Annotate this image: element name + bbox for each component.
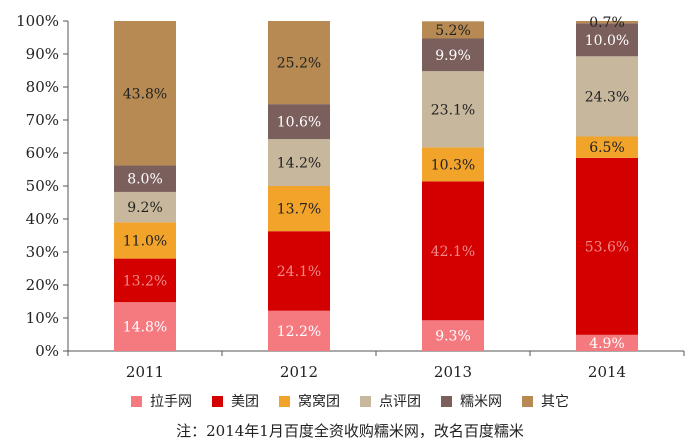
bar-segment (576, 23, 638, 57)
data-label: 0.7% (589, 15, 625, 31)
bar-segment (114, 258, 176, 303)
data-label: 14.2% (277, 156, 321, 172)
legend-swatch (131, 395, 142, 407)
legend-item: 窝窝团 (279, 391, 340, 411)
legend-item: 点评团 (360, 391, 421, 411)
bar-segment (268, 310, 330, 351)
bar-segment (114, 222, 176, 259)
bar-segment (114, 191, 176, 223)
legend-item: 美团 (212, 391, 259, 411)
legend-item: 拉手网 (131, 391, 192, 411)
y-tick-label: 20% (26, 276, 59, 294)
data-label: 8.0% (127, 172, 163, 188)
legend-label: 糯米网 (460, 394, 502, 410)
bar-segment (114, 165, 176, 192)
bar-segment (268, 139, 330, 186)
legend-label: 点评团 (379, 394, 421, 410)
data-label: 10.0% (585, 33, 629, 49)
legend-swatch (522, 395, 533, 407)
data-label: 9.3% (435, 329, 471, 345)
bar-segment (422, 21, 484, 39)
bar-segment (422, 147, 484, 182)
data-label: 5.2% (435, 23, 471, 39)
legend-swatch (441, 395, 452, 407)
data-label: 24.3% (585, 89, 629, 105)
y-tick-label: 40% (26, 210, 59, 228)
bar-segment (268, 104, 330, 140)
bar-segment (268, 186, 330, 232)
legend-item: 其它 (522, 391, 569, 411)
legend-label: 美团 (231, 394, 259, 410)
data-labels: 14.8% 13.2% 11.0% 9.2% 8.0% 43.8% 12.2% 24.1% 13… (123, 15, 629, 352)
bar-segment (422, 181, 484, 321)
legend-label: 拉手网 (150, 394, 192, 410)
bar-segment (576, 21, 638, 24)
data-label: 9.9% (435, 48, 471, 64)
x-tick-label: 2012 (280, 363, 318, 381)
legend-item: 糯米网 (441, 391, 502, 411)
bar-segment (268, 231, 330, 311)
bar-segment (114, 302, 176, 351)
data-label: 23.1% (431, 102, 475, 118)
data-label: 42.1% (431, 244, 475, 260)
bar-segment (576, 157, 638, 335)
y-tick-label: 0% (35, 342, 59, 360)
y-tick-label: 30% (26, 243, 59, 261)
x-tick-label: 2011 (126, 363, 164, 381)
bar-segment (268, 21, 330, 105)
data-label: 6.5% (589, 140, 625, 156)
data-label: 25.2% (277, 56, 321, 72)
bar-segment (576, 56, 638, 137)
legend: 拉手网 美团 窝窝团 点评团 糯米网 其它 (0, 390, 700, 412)
bar-segment (422, 71, 484, 148)
y-tick-label: 10% (26, 309, 59, 327)
data-label: 10.6% (277, 115, 321, 131)
legend-swatch (212, 395, 223, 407)
data-label: 14.8% (123, 320, 167, 336)
y-tick-label: 100% (16, 12, 59, 30)
data-label: 9.2% (127, 200, 163, 216)
data-label: 4.9% (589, 336, 625, 352)
legend-label: 窝窝团 (298, 394, 340, 410)
footnote: 注：2014年1月百度全资收购糯米网，改名百度糯米 (176, 422, 524, 440)
bar-segment (422, 320, 484, 351)
data-label: 10.3% (431, 157, 475, 173)
y-tick-label: 90% (26, 45, 59, 63)
legend-swatch (279, 395, 290, 407)
bar-segment (576, 136, 638, 158)
bar-segment (576, 334, 638, 351)
bar-segment (114, 21, 176, 166)
legend-label: 其它 (541, 394, 569, 410)
y-tick-label: 80% (26, 78, 59, 96)
bars (114, 21, 638, 351)
bar-segment (422, 38, 484, 72)
y-tick-label: 60% (26, 144, 59, 162)
stacked-bar-chart: 0% 10% 20% 30% 40% 50% 60% 70% 80% 90% 100% 2011 201… (16, 12, 685, 381)
data-label: 13.7% (277, 202, 321, 218)
data-label: 43.8% (123, 86, 167, 102)
y-tick-label: 50% (26, 177, 59, 195)
data-label: 53.6% (585, 239, 629, 255)
data-label: 24.1% (277, 264, 321, 280)
x-tick-label: 2014 (588, 363, 626, 381)
data-label: 13.2% (123, 273, 167, 289)
legend-swatch (360, 395, 371, 407)
data-label: 12.2% (277, 324, 321, 340)
y-tick-label: 70% (26, 111, 59, 129)
data-label: 11.0% (123, 233, 167, 249)
x-tick-label: 2013 (434, 363, 472, 381)
